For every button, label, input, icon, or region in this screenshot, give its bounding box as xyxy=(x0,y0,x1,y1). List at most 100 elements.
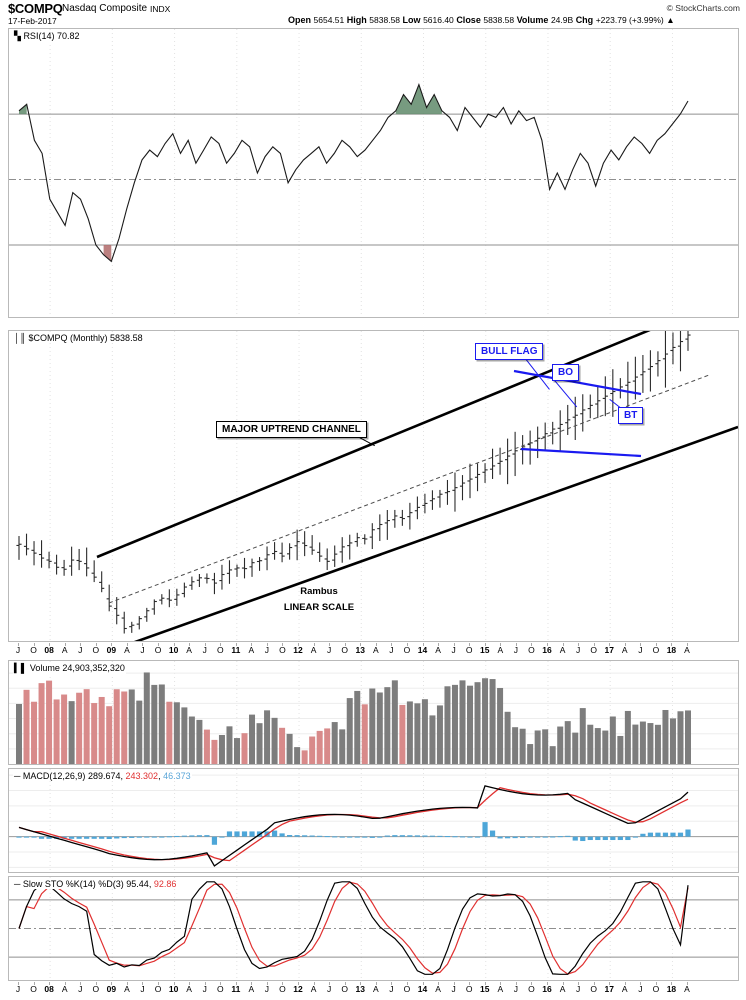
volume-bar xyxy=(91,703,98,764)
price-bar xyxy=(144,607,150,622)
x-axis-label: 08 xyxy=(44,645,54,655)
x-axis-tick xyxy=(95,982,97,985)
x-axis-label: 10 xyxy=(168,645,179,655)
bar-chart-icon: │║ xyxy=(14,333,27,343)
x-axis-label: A xyxy=(124,645,130,655)
x-axis-tick xyxy=(624,643,626,646)
stochastic-panel: ─ Slow STO %K(14) %D(3) 95.44, 92.86 805… xyxy=(8,876,739,981)
volume-bar xyxy=(16,703,22,764)
price-bar xyxy=(550,421,556,445)
macd-plot xyxy=(9,769,738,872)
price-bar xyxy=(595,386,601,419)
volume-bar xyxy=(361,704,368,764)
x-axis-label: O xyxy=(30,984,37,994)
volume-bar xyxy=(128,689,135,764)
x-axis-label: O xyxy=(652,645,660,655)
macd-histogram-bar xyxy=(640,833,646,837)
price-bar xyxy=(369,523,375,550)
volume-bar xyxy=(316,730,323,764)
volume-bar xyxy=(294,747,301,764)
x-axis-tick xyxy=(235,643,237,646)
open-label: Open xyxy=(288,15,312,25)
price-bar xyxy=(437,489,443,508)
volume-bar xyxy=(143,672,150,764)
x-axis-tick xyxy=(158,982,160,985)
volume-bar xyxy=(662,709,669,764)
price-bar xyxy=(271,542,278,560)
volume-bar xyxy=(594,728,601,764)
x-axis-label: O xyxy=(403,984,411,994)
x-axis-label: A xyxy=(435,645,441,655)
macd-histogram-bar xyxy=(234,831,240,837)
x-axis-label: A xyxy=(248,645,255,655)
x-axis-tick xyxy=(49,982,51,985)
x-axis-label: J xyxy=(327,984,332,994)
x-axis-tick xyxy=(609,643,611,646)
x-axis-tick xyxy=(469,643,471,646)
volume-bar xyxy=(369,688,376,764)
x-axis-tick xyxy=(375,643,377,646)
volume-bar xyxy=(384,687,391,764)
x-axis-label: 17 xyxy=(604,984,614,994)
macd-histogram-bar xyxy=(662,832,669,837)
price-panel-label: │║ $COMPQ (Monthly) 5838.58 xyxy=(13,333,144,343)
x-axis-tick xyxy=(142,643,144,646)
x-axis-tick xyxy=(484,643,486,646)
x-axis-tick xyxy=(484,982,486,985)
volume-bar xyxy=(602,730,609,764)
volume-bar xyxy=(444,686,451,764)
macd-histogram-bar xyxy=(204,835,210,837)
volume-bar xyxy=(309,736,316,764)
volume-bar xyxy=(233,738,240,764)
x-axis-tick xyxy=(687,982,688,985)
price-bar xyxy=(294,529,300,561)
macd-histogram-bar xyxy=(437,835,443,837)
volume-bar xyxy=(489,679,496,764)
stochastic-plot xyxy=(9,877,738,980)
x-axis-tick xyxy=(220,982,222,985)
price-bar xyxy=(38,540,45,568)
x-axis-label: A xyxy=(124,984,130,994)
x-axis-label: 15 xyxy=(480,645,490,655)
macd-histogram-bar xyxy=(226,831,233,837)
price-bar xyxy=(527,430,533,465)
volume-bar xyxy=(467,685,474,764)
x-axis-label: O xyxy=(216,984,224,994)
bull-flag-callout: BULL FLAG xyxy=(475,343,544,360)
volume-bar xyxy=(624,710,631,764)
macd-histogram-bar xyxy=(332,836,338,838)
macd-histogram-bar xyxy=(474,836,481,838)
macd-histogram-bar xyxy=(632,836,638,838)
bull-flag-lower-line xyxy=(520,447,642,458)
macd-histogram-bar xyxy=(324,836,330,838)
x-axis-label: J xyxy=(575,645,581,655)
x-axis-tick xyxy=(33,982,35,985)
price-bar xyxy=(121,611,127,634)
price-bar xyxy=(580,394,586,432)
macd-histogram-bar xyxy=(144,836,150,838)
x-axis-tick xyxy=(562,643,564,646)
macd-histogram-bar xyxy=(31,836,37,838)
volume-bar xyxy=(121,691,128,764)
macd-histogram-bar xyxy=(467,836,473,838)
price-bar xyxy=(106,584,112,612)
price-bar xyxy=(429,490,436,510)
x-axis-tick xyxy=(111,982,113,985)
x-axis-tick xyxy=(360,982,362,985)
price-bar xyxy=(324,548,330,571)
price-bar xyxy=(512,431,518,477)
x-axis-tick xyxy=(49,643,51,646)
price-bar xyxy=(309,535,315,555)
x-axis-label: O xyxy=(154,645,162,655)
price-bar xyxy=(497,447,503,475)
x-axis-label: J xyxy=(202,984,207,994)
volume-panel: ▍▌ Volume 24,903,352,320 60B50B40B30B20B… xyxy=(8,660,739,765)
x-axis-label: J xyxy=(78,645,83,655)
volume-bar xyxy=(249,714,256,764)
macd-histogram-bar xyxy=(136,836,142,838)
x-axis-label: 12 xyxy=(293,645,303,655)
price-bar xyxy=(151,599,157,615)
macd-histogram-bar xyxy=(354,836,360,838)
price-bar xyxy=(362,534,368,545)
price-panel: │║ $COMPQ (Monthly) 5838.58 575055005250… xyxy=(8,330,739,642)
